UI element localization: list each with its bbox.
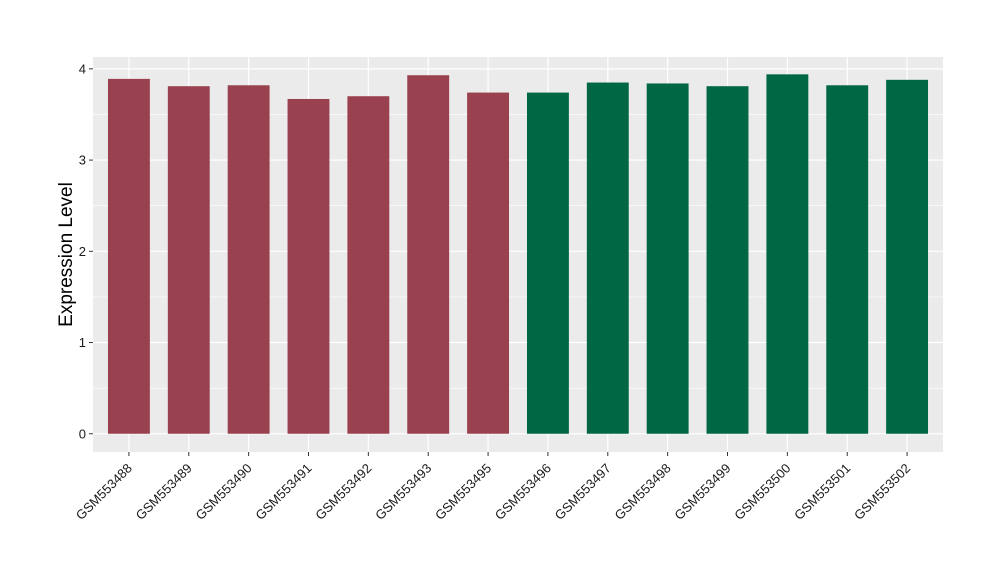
bar-GSM553490 (227, 85, 270, 434)
y-tick-label: 0 (79, 426, 86, 441)
x-tick-label: GSM553500 (731, 461, 793, 523)
bar-GSM553493 (407, 75, 450, 434)
bar-GSM553500 (766, 74, 809, 434)
y-tick-label: 4 (79, 61, 86, 76)
y-axis-title: Expression Level (56, 182, 77, 327)
bar-GSM553492 (347, 96, 390, 434)
x-tick-label: GSM553497 (552, 461, 614, 523)
x-tick-label: GSM553491 (252, 461, 314, 523)
bar-GSM553488 (107, 78, 150, 434)
x-tick-label: GSM553502 (851, 461, 913, 523)
x-tick-label: GSM553493 (372, 461, 434, 523)
x-tick-label: GSM553488 (73, 461, 135, 523)
y-tick-label: 3 (79, 153, 86, 168)
x-axis-ticks: GSM553488GSM553489GSM553490GSM553491GSM5… (73, 452, 913, 523)
y-axis-ticks: 0 1 2 3 4 (79, 61, 93, 441)
x-tick-label: GSM553496 (492, 461, 554, 523)
bar-GSM553489 (167, 86, 210, 434)
bars-group (107, 74, 929, 434)
y-tick-label: 1 (79, 335, 86, 350)
plot-panel (93, 57, 943, 452)
x-tick-label: GSM553489 (133, 461, 195, 523)
x-tick-label: GSM553498 (612, 461, 674, 523)
bar-GSM553499 (706, 86, 749, 434)
x-tick-label: GSM553492 (312, 461, 374, 523)
bar-GSM553502 (886, 79, 929, 434)
x-tick-label: GSM553495 (432, 461, 494, 523)
bar-GSM553496 (526, 92, 569, 434)
x-tick-label: GSM553490 (193, 461, 255, 523)
x-tick-label: GSM553501 (791, 461, 853, 523)
x-tick-label: GSM553499 (671, 461, 733, 523)
bar-GSM553497 (586, 82, 629, 434)
bar-GSM553501 (826, 85, 869, 434)
bar-GSM553491 (287, 98, 330, 434)
bar-GSM553498 (646, 83, 689, 434)
bar-GSM553495 (467, 92, 510, 434)
y-tick-label: 2 (79, 244, 86, 259)
